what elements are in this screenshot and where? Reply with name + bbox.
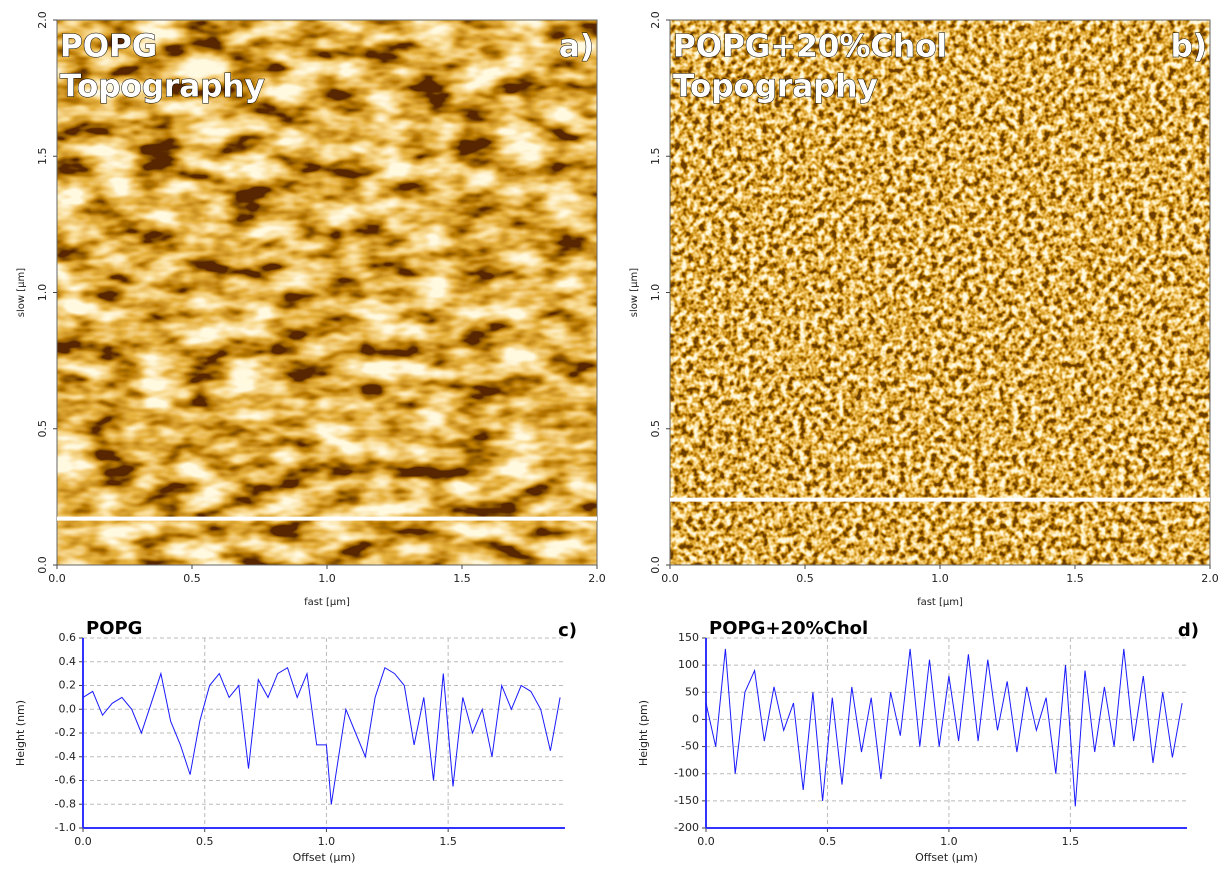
- y-tick-label: 0.4: [59, 655, 77, 668]
- y-axis-label: Height (nm): [14, 700, 27, 766]
- image-title: POPG: [60, 29, 157, 65]
- y-tick-label: 0.0: [59, 702, 77, 715]
- x-tick-label: 0.0: [697, 835, 715, 848]
- x-tick-label: 1.0: [318, 835, 336, 848]
- y-tick-label: 100: [678, 658, 699, 671]
- y-tick-label: 0.5: [36, 420, 49, 438]
- y-axis-label: slow [µm]: [629, 268, 640, 317]
- x-tick-label: 1.0: [318, 572, 336, 585]
- y-tick-label: -1.0: [55, 821, 76, 834]
- y-tick-label: 0.6: [59, 631, 77, 644]
- panel-label: b): [1171, 29, 1207, 65]
- y-tick-label: 150: [678, 631, 699, 644]
- x-tick-label: 1.0: [931, 572, 949, 585]
- y-tick-label: -200: [674, 821, 699, 834]
- x-tick-label: 2.0: [588, 572, 606, 585]
- x-tick-label: 0.0: [74, 835, 92, 848]
- afm-image: [670, 20, 1210, 565]
- y-tick-label: 1.5: [649, 148, 662, 166]
- image-title: POPG+20%Chol: [673, 29, 947, 65]
- y-tick-label: -0.2: [55, 726, 76, 739]
- chart-title: POPG: [86, 618, 142, 639]
- y-tick-label: -150: [674, 794, 699, 807]
- x-tick-label: 1.5: [439, 835, 457, 848]
- profile-trace: [705, 648, 1183, 807]
- x-tick-label: 0.5: [819, 835, 837, 848]
- image-subtitle: Topography: [60, 69, 265, 105]
- y-tick-label: 0.2: [59, 679, 77, 692]
- x-axis-label: fast [µm]: [304, 597, 350, 608]
- x-tick-label: 0.5: [183, 572, 201, 585]
- x-tick-label: 0.0: [48, 572, 66, 585]
- panel-label: a): [559, 29, 594, 65]
- panel-label: c): [558, 620, 577, 641]
- x-axis-label: Offset (µm): [293, 851, 356, 864]
- x-axis-label: fast [µm]: [917, 597, 963, 608]
- y-tick-label: -100: [674, 767, 699, 780]
- y-tick-label: 0.0: [649, 556, 662, 574]
- y-axis-label: slow [µm]: [16, 268, 27, 317]
- x-tick-label: 0.0: [661, 572, 679, 585]
- y-tick-label: -0.6: [55, 774, 76, 787]
- x-tick-label: 0.5: [196, 835, 214, 848]
- x-tick-label: 2.0: [1201, 572, 1219, 585]
- y-tick-label: -50: [681, 740, 699, 753]
- y-tick-label: 2.0: [36, 11, 49, 29]
- x-tick-label: 0.5: [796, 572, 814, 585]
- y-tick-label: 2.0: [649, 11, 662, 29]
- y-tick-label: -0.4: [55, 750, 76, 763]
- y-tick-label: 0.5: [649, 420, 662, 438]
- afm-image: [57, 20, 597, 565]
- y-tick-label: 1.0: [36, 284, 49, 302]
- x-tick-label: 1.0: [940, 835, 958, 848]
- y-tick-label: 0: [692, 712, 699, 725]
- y-tick-label: 0.0: [36, 556, 49, 574]
- x-tick-label: 1.5: [1066, 572, 1084, 585]
- panel-label: d): [1178, 620, 1199, 641]
- y-tick-label: 1.0: [649, 284, 662, 302]
- profile-trace: [82, 666, 561, 805]
- y-axis-label: Height (pm): [637, 700, 650, 766]
- x-tick-label: 1.5: [453, 572, 471, 585]
- y-tick-label: 1.5: [36, 148, 49, 166]
- y-tick-label: 50: [685, 685, 699, 698]
- image-subtitle: Topography: [673, 69, 878, 105]
- x-tick-label: 1.5: [1062, 835, 1080, 848]
- y-tick-label: -0.8: [55, 797, 76, 810]
- x-axis-label: Offset (µm): [915, 851, 978, 864]
- chart-title: POPG+20%Chol: [709, 618, 868, 639]
